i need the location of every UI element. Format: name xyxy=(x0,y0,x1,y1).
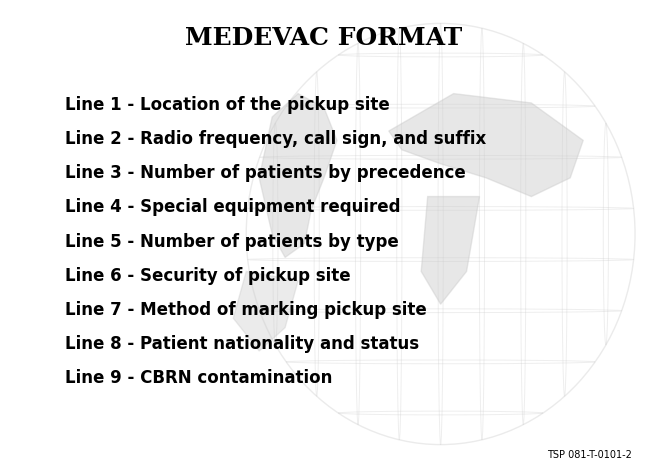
Text: Line 9 - CBRN contamination: Line 9 - CBRN contamination xyxy=(65,369,332,387)
Text: Line 6 - Security of pickup site: Line 6 - Security of pickup site xyxy=(65,267,351,285)
Polygon shape xyxy=(421,197,480,304)
Text: Line 7 - Method of marking pickup site: Line 7 - Method of marking pickup site xyxy=(65,301,426,319)
Text: TSP 081-T-0101-2: TSP 081-T-0101-2 xyxy=(547,450,632,460)
Text: Line 5 - Number of patients by type: Line 5 - Number of patients by type xyxy=(65,233,399,250)
Text: Line 3 - Number of patients by precedence: Line 3 - Number of patients by precedenc… xyxy=(65,164,465,182)
Text: Line 4 - Special equipment required: Line 4 - Special equipment required xyxy=(65,198,400,216)
Polygon shape xyxy=(233,271,298,351)
Polygon shape xyxy=(259,94,337,257)
Polygon shape xyxy=(389,94,583,197)
Text: Line 8 - Patient nationality and status: Line 8 - Patient nationality and status xyxy=(65,335,419,353)
Text: Line 2 - Radio frequency, call sign, and suffix: Line 2 - Radio frequency, call sign, and… xyxy=(65,130,486,148)
Text: Line 1 - Location of the pickup site: Line 1 - Location of the pickup site xyxy=(65,96,389,114)
Text: MEDEVAC FORMAT: MEDEVAC FORMAT xyxy=(185,26,463,50)
